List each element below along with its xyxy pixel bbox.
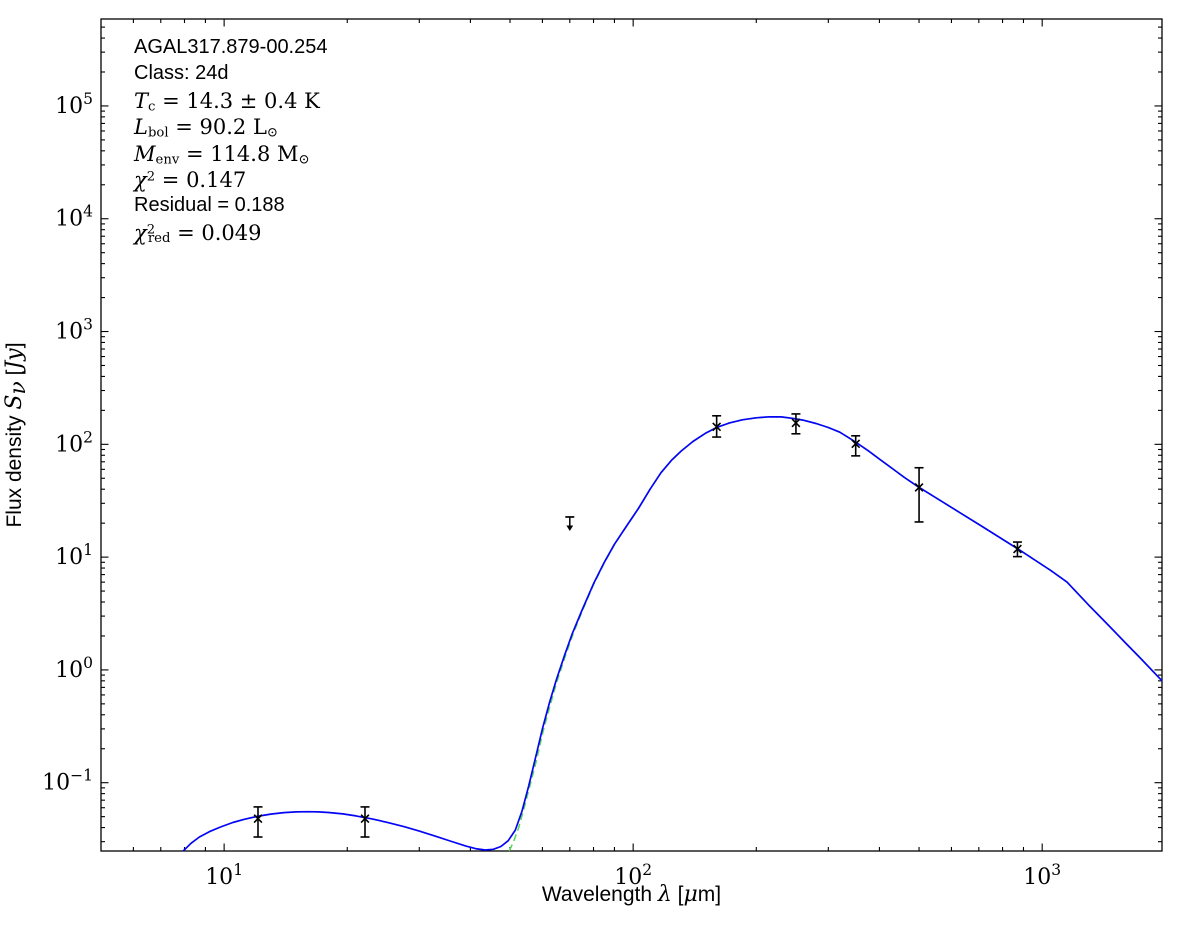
text-segment: red [147, 231, 171, 247]
y-tick-label: 103 [55, 316, 93, 345]
text-segment: c [148, 99, 156, 115]
text-segment: = 14.3 ± 0.4 K [155, 88, 320, 113]
data-point-marker [914, 482, 924, 492]
axes-frame-group [100, 18, 1163, 852]
y-tick-label: 100 [55, 654, 93, 683]
text-segment: Jy [2, 348, 27, 370]
x-axis-label: Wavelength λ [μm] [101, 882, 1162, 907]
x-tick-label: 103 [1023, 861, 1061, 890]
text-segment: 2 [146, 222, 156, 238]
annotation-line: Class: 24d [134, 62, 328, 88]
data-point-marker [253, 814, 263, 824]
annotation-line: Lbol = 90.2 L⊙ [134, 115, 328, 141]
text-segment: T [134, 88, 149, 113]
text-segment: M [134, 141, 156, 166]
text-segment: χ [134, 167, 147, 192]
data-point-marker [712, 422, 722, 432]
y-tick-label: 104 [55, 203, 93, 232]
y-tick-label: 105 [55, 90, 93, 119]
text-segment: ⊙ [266, 125, 278, 141]
annotation-line: χ2 = 0.147 [134, 168, 328, 194]
text-segment: AGAL317.879-00.254 [134, 36, 328, 58]
text-segment: S [2, 394, 27, 410]
data-point-marker [360, 814, 370, 824]
text-segment: bol [147, 125, 169, 141]
text-segment: ] [3, 342, 26, 349]
text-segment: ⊙ [298, 151, 310, 167]
y-tick-label: 10−1 [42, 767, 93, 796]
data-point-marker [791, 418, 801, 428]
annotation-line: Residual = 0.188 [134, 194, 328, 220]
y-tick-label: 102 [55, 428, 93, 457]
text-segment: Wavelength [541, 883, 658, 906]
text-segment: env [155, 151, 180, 167]
annotation-line: AGAL317.879-00.254 [134, 36, 328, 62]
text-segment: μ [683, 882, 698, 907]
upper-limit-arrowhead [566, 525, 574, 531]
text-segment: m] [697, 883, 722, 906]
model-total-curve [182, 415, 1163, 852]
x-tick-label: 101 [205, 861, 243, 890]
text-segment: χ [134, 220, 147, 245]
data-points-group [253, 413, 1022, 838]
y-tick-label: 101 [55, 541, 93, 570]
text-segment: Residual = 0.188 [134, 194, 285, 217]
greybody-component-curve [508, 416, 1163, 852]
text-segment: = 0.147 [155, 167, 247, 192]
text-segment: L [134, 115, 148, 140]
tick-labels-group: 101 102 103 105 104 103 102 101 100 10−1 [42, 90, 1061, 890]
data-point-marker [1012, 544, 1022, 554]
text-segment: = 90.2 L [168, 115, 267, 140]
annotation-block: AGAL317.879-00.254 Class: 24d Tc = 14.3 ± … [134, 36, 328, 247]
x-tick-label: 102 [614, 861, 652, 890]
annotation-line: Menv = 114.8 M⊙ [134, 142, 328, 168]
text-segment: [ [3, 369, 26, 382]
model-curves-group [182, 415, 1163, 852]
text-segment: Flux density [3, 409, 26, 528]
text-segment: ν [5, 381, 31, 395]
text-segment: = 0.049 [170, 220, 262, 245]
plot-frame [100, 18, 1163, 852]
data-point-marker [851, 439, 861, 449]
text-segment: 2 [146, 169, 156, 185]
annotation-line: χ2red = 0.049 [134, 221, 328, 247]
annotation-line: Tc = 14.3 ± 0.4 K [134, 89, 328, 115]
text-segment: = 114.8 M [179, 141, 299, 166]
text-segment: [ [671, 883, 684, 906]
y-axis-label: Flux density Sν [Jy] [2, 342, 31, 527]
text-segment: λ [657, 882, 672, 907]
text-segment: Class: 24d [134, 62, 229, 85]
